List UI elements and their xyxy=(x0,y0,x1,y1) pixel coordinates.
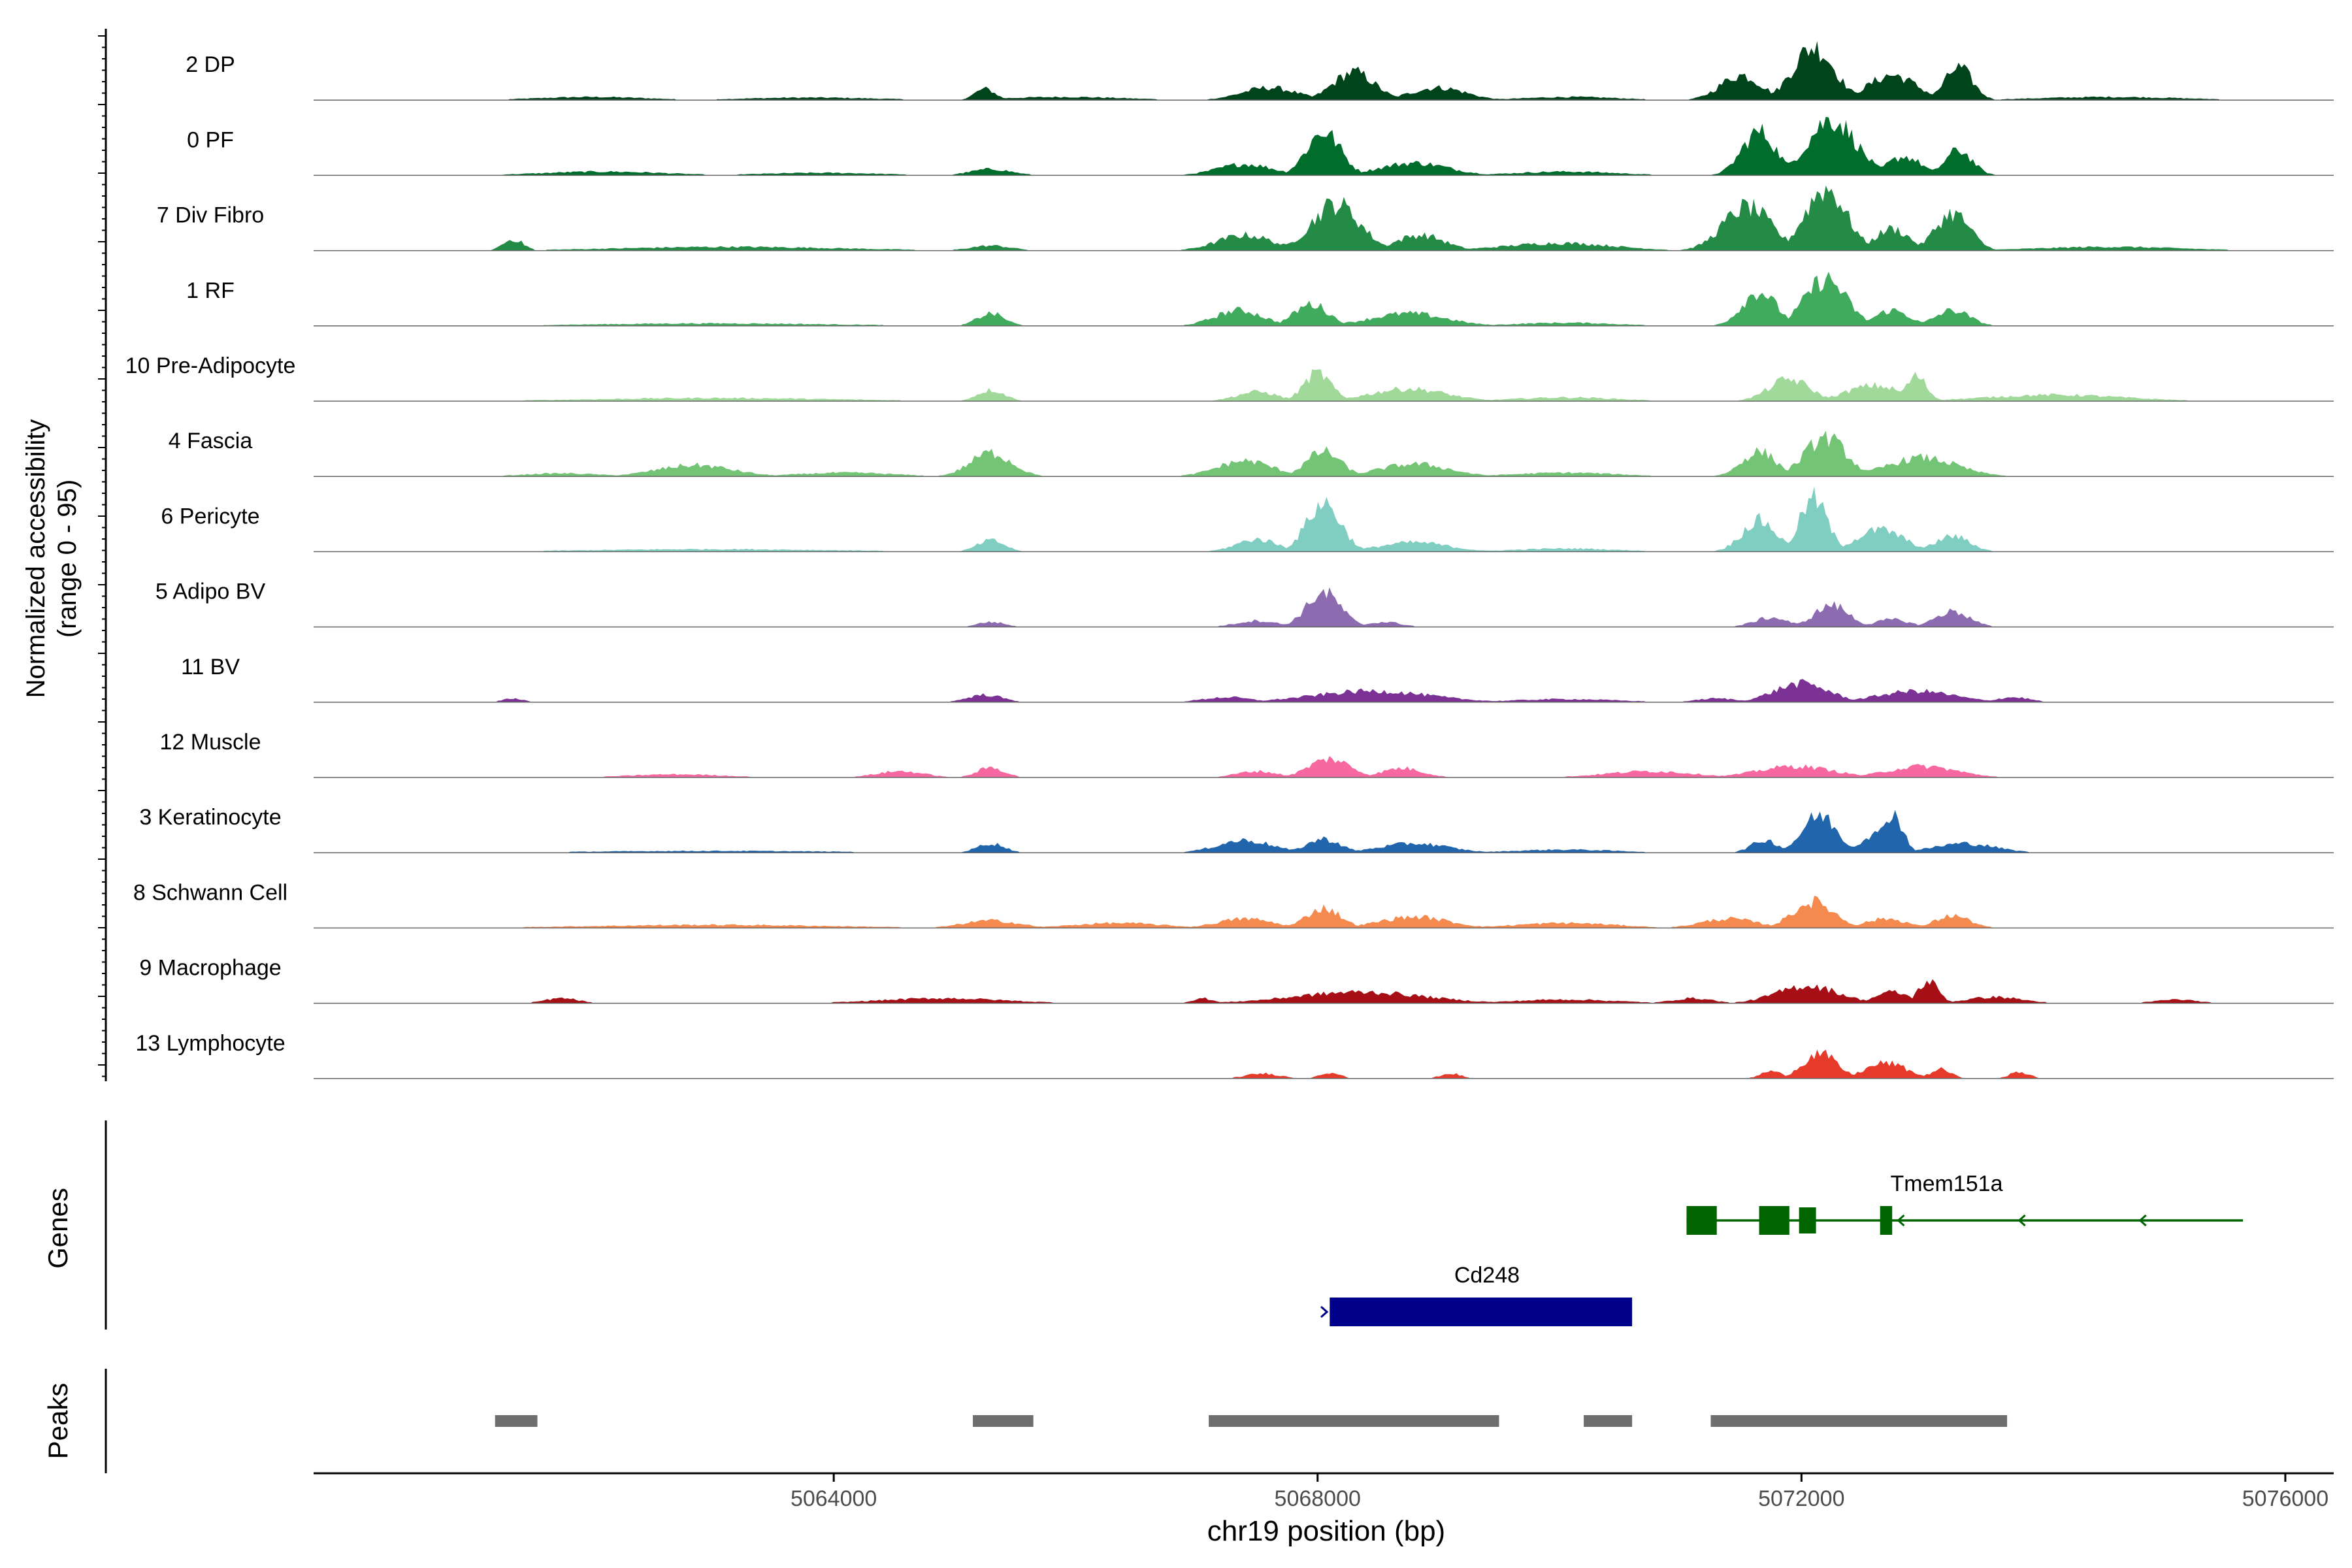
track-label-6: 4 Fascia xyxy=(169,429,253,453)
coverage-area-9 xyxy=(314,679,2334,702)
track-label-12: 8 Schwann Cell xyxy=(133,880,287,905)
coverage-area-1 xyxy=(314,41,2334,101)
coverage-area-3 xyxy=(314,185,2334,251)
y-axis-label-line2: (range 0 - 95) xyxy=(53,480,82,638)
x-axis: 5064000 5068000 5072000 5076000 xyxy=(314,1472,2334,1511)
track-label-8: 5 Adipo BV xyxy=(155,580,266,604)
peak-bar xyxy=(973,1415,1034,1427)
accessibility-tracks: 2 DP 0 PF 7 Div Fibro 1 RF 10 Pre-Adipocyte 4… xyxy=(98,29,2334,1081)
gene-label-Tmem151a: Tmem151a xyxy=(1891,1171,2003,1196)
strand-arrow xyxy=(2138,1214,2147,1227)
peak-bar xyxy=(1584,1415,1633,1427)
strand-arrow xyxy=(1897,1214,1905,1227)
coverage-area-7 xyxy=(314,486,2334,552)
coverage-area-6 xyxy=(314,431,2334,477)
track-label-13: 9 Macrophage xyxy=(139,956,281,981)
exon-Tmem151a xyxy=(1759,1206,1789,1235)
peak-bar xyxy=(1209,1415,1499,1427)
x-tick-label-5076000: 5076000 xyxy=(2242,1486,2328,1511)
coverage-area-4 xyxy=(314,271,2334,326)
y-axis-label-line1: Normalized accessibility xyxy=(22,419,50,698)
peak-bar xyxy=(495,1415,538,1427)
peaks-track xyxy=(105,1369,2008,1473)
track-label-2: 0 PF xyxy=(187,127,234,152)
coverage-area-2 xyxy=(314,116,2334,176)
coverage-area-11 xyxy=(314,809,2334,853)
track-label-10: 12 Muscle xyxy=(160,730,261,755)
x-tick-label-5072000: 5072000 xyxy=(1758,1486,1844,1511)
track-label-11: 3 Keratinocyte xyxy=(139,805,281,830)
track-label-4: 1 RF xyxy=(186,278,235,303)
coverage-area-12 xyxy=(314,896,2334,928)
gene-label-Cd248: Cd248 xyxy=(1454,1263,1520,1288)
track-label-5: 10 Pre-Adipocyte xyxy=(125,353,296,378)
genes-track-label: Genes xyxy=(42,1188,73,1269)
track-label-14: 13 Lymphocyte xyxy=(135,1031,285,1056)
track-label-9: 11 BV xyxy=(181,655,240,679)
coverage-area-5 xyxy=(314,369,2334,401)
coverage-area-8 xyxy=(314,587,2334,627)
exon-Tmem151a xyxy=(1686,1206,1717,1235)
x-tick-label-5064000: 5064000 xyxy=(791,1486,877,1511)
genes-track: Tmem151a Cd248 xyxy=(105,1120,2244,1330)
track-label-3: 7 Div Fibro xyxy=(157,203,264,228)
strand-arrow xyxy=(1320,1305,1329,1318)
exon-Cd248 xyxy=(1330,1298,1633,1326)
x-tick-label-5068000: 5068000 xyxy=(1275,1486,1361,1511)
coverage-area-13 xyxy=(314,979,2334,1004)
coverage-area-10 xyxy=(314,756,2334,777)
peaks-track-label: Peaks xyxy=(42,1383,73,1460)
track-label-7: 6 Pericyte xyxy=(161,504,259,529)
coverage-area-14 xyxy=(314,1049,2334,1079)
track-label-1: 2 DP xyxy=(186,52,235,77)
exon-Tmem151a xyxy=(1799,1207,1816,1233)
x-axis-label: chr19 position (bp) xyxy=(1207,1515,1445,1547)
peak-bar xyxy=(1710,1415,2008,1427)
strand-arrow xyxy=(2017,1214,2026,1227)
exon-Tmem151a xyxy=(1880,1206,1893,1235)
